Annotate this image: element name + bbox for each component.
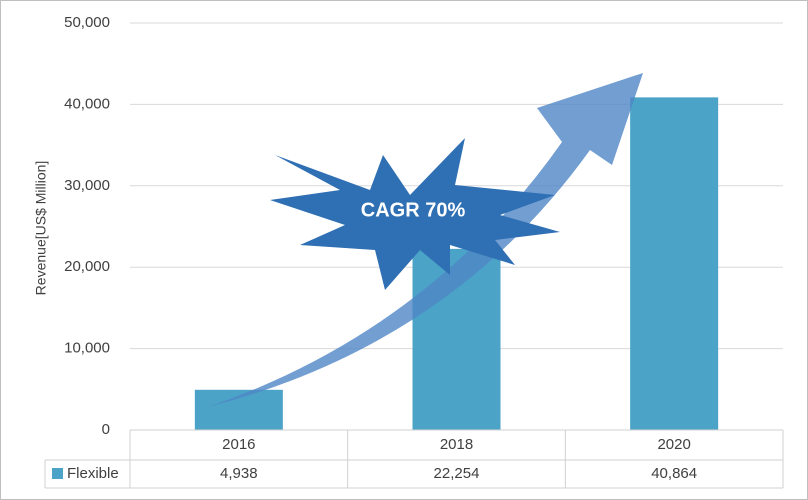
x-tick-label: 2018 <box>440 436 473 453</box>
y-tick-label: 20,000 <box>64 258 110 275</box>
value-label: 4,938 <box>220 465 258 482</box>
legend-key <box>52 468 63 479</box>
data-table: Flexible 2016 4,938 2018 22,254 2020 40,864 <box>44 429 784 489</box>
y-tick-label: 50,000 <box>64 14 110 31</box>
x-tick-label: 2016 <box>222 436 255 453</box>
y-tick-label: 10,000 <box>64 340 110 357</box>
value-label: 40,864 <box>651 465 697 482</box>
y-tick-label: 0 <box>102 421 110 438</box>
y-tick-label: 30,000 <box>64 177 110 194</box>
y-axis-title: Revenue[US$ Million] <box>33 161 49 296</box>
annotation: CAGR 70% <box>361 199 466 221</box>
legend-label: Flexible <box>67 465 119 482</box>
starburst <box>270 138 560 290</box>
growth-arrow <box>208 73 643 407</box>
value-label: 22,254 <box>434 465 480 482</box>
bar <box>630 97 719 431</box>
y-tick-label: 40,000 <box>64 95 110 112</box>
x-tick-label: 2020 <box>657 436 690 453</box>
